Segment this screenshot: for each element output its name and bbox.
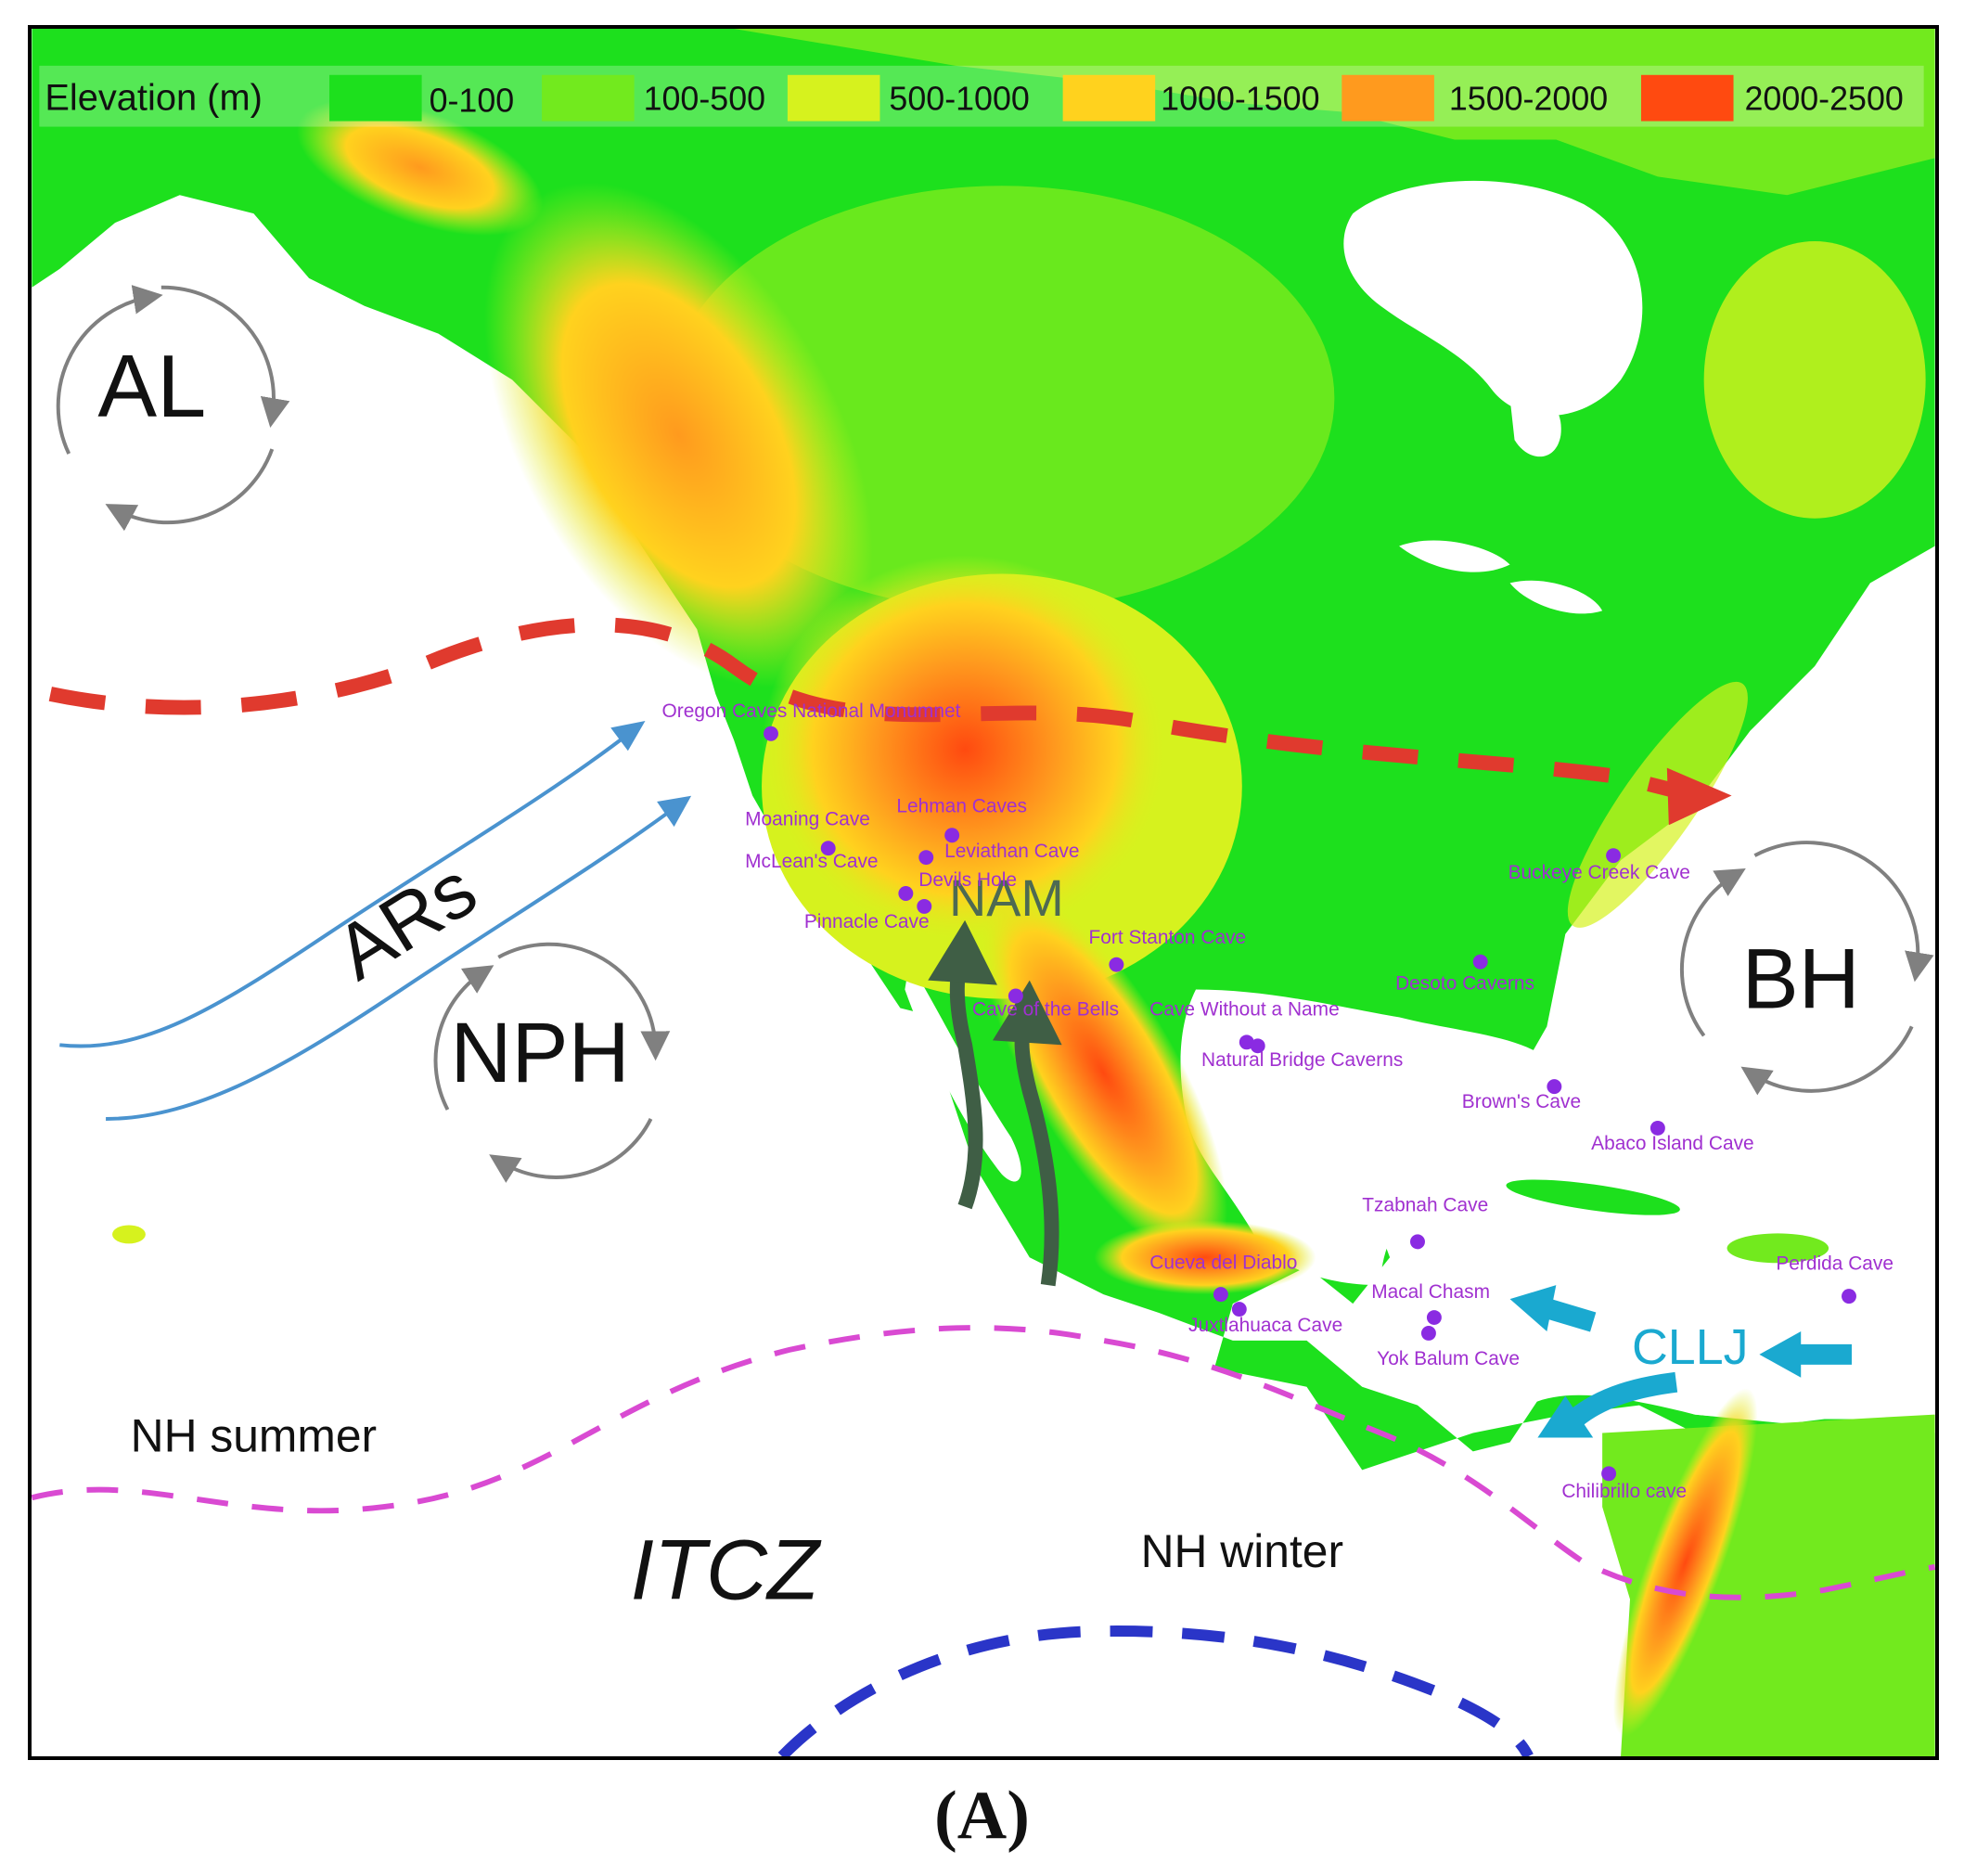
- itcz-winter-line: [777, 1625, 1534, 1756]
- cave-dot: [918, 850, 934, 866]
- circulation-al: AL: [56, 285, 290, 532]
- cave-dot: [1547, 1079, 1562, 1095]
- cave-dot: [1606, 848, 1622, 864]
- james-bay: [1509, 391, 1561, 457]
- jet-stream: [48, 617, 1732, 826]
- cave-label: Tzabnah Cave: [1362, 1195, 1488, 1216]
- cave-label: Fort Stanton Cave: [1089, 927, 1247, 948]
- alaska-range: [297, 98, 544, 237]
- cave-label: Devils Hole: [918, 869, 1017, 891]
- hawaii: [112, 1225, 146, 1244]
- map-frame: Elevation (m) 0-100 100-500 500-1000 100…: [28, 25, 1939, 1760]
- cuba: [1506, 1179, 1680, 1215]
- cave-label: Chilibrillo cave: [1561, 1481, 1687, 1502]
- cave-dot: [917, 898, 932, 914]
- great-lakes: [1399, 540, 1603, 614]
- itcz-summer-line: [32, 1325, 1935, 1600]
- cave-dot: [1250, 1038, 1265, 1054]
- hudson-bay: [1343, 180, 1643, 417]
- nam-arrows: NAM: [928, 869, 1064, 1287]
- cave-label: Brown's Cave: [1462, 1091, 1581, 1112]
- appalachians: [1567, 681, 1748, 928]
- legend-label-0: 0-100: [430, 83, 515, 120]
- cave-sites: Oregon Caves National Monumnet Moaning C…: [661, 700, 1893, 1502]
- greenland-and-arctic: [734, 29, 1935, 196]
- cllj-arrows: CLLJ: [1509, 1285, 1852, 1438]
- cave-dot: [1213, 1287, 1228, 1303]
- cave-dot: [1109, 957, 1124, 972]
- legend-swatch-1: [542, 74, 635, 122]
- cave-label: McLean's Cave: [745, 851, 878, 872]
- cave-dot: [1410, 1234, 1425, 1250]
- legend-swatch-5: [1640, 74, 1734, 122]
- bh-label: BH: [1742, 932, 1860, 1026]
- legend-swatch-2: [787, 74, 880, 122]
- cave-dot: [1231, 1302, 1247, 1317]
- gulf-of-mexico: [1180, 989, 1566, 1286]
- cave-dot: [1842, 1289, 1856, 1304]
- northern-rockies: [484, 182, 873, 688]
- circulation-nph: NPH: [433, 942, 671, 1183]
- cave-dot: [1420, 1325, 1436, 1341]
- cave-dot: [1472, 954, 1488, 970]
- elevation-overlay: [297, 98, 1926, 1737]
- cave-label: Macal Chasm: [1371, 1281, 1490, 1303]
- cave-label: Lehman Caves: [896, 795, 1027, 816]
- legend-label-5: 2000-2500: [1744, 81, 1903, 118]
- cave-label: Buckeye Creek Cave: [1508, 862, 1690, 883]
- climate-map: Elevation (m) 0-100 100-500 500-1000 100…: [32, 29, 1935, 1756]
- legend-label-4: 1500-2000: [1449, 81, 1608, 118]
- cllj-label: CLLJ: [1632, 1319, 1748, 1375]
- legend-title: Elevation (m): [45, 78, 263, 119]
- ars-label: ARs: [320, 844, 491, 996]
- cave-label: Cave Without a Name: [1149, 998, 1340, 1020]
- cave-label: Pinnacle Cave: [804, 911, 930, 932]
- cave-label: Yok Balum Cave: [1377, 1348, 1520, 1369]
- nh-winter-label: NH winter: [1141, 1525, 1343, 1577]
- andes: [1613, 1388, 1758, 1737]
- legend-label-2: 500-1000: [889, 81, 1029, 118]
- cave-dot: [944, 828, 960, 843]
- sierra-madre: [979, 884, 1228, 1261]
- legend-swatch-4: [1341, 74, 1434, 122]
- hispaniola: [1727, 1233, 1829, 1264]
- cave-label: Juxtlahuaca Cave: [1188, 1315, 1342, 1336]
- cave-dot: [898, 886, 914, 901]
- cave-label: Oregon Caves National Monumnet: [661, 700, 960, 722]
- cave-label: Abaco Island Cave: [1591, 1133, 1754, 1154]
- cave-dot: [1601, 1466, 1617, 1482]
- cave-dot: [820, 841, 836, 856]
- mexican-plateau: [1094, 1220, 1316, 1295]
- cave-dot: [764, 726, 778, 741]
- labrador-upland: [1703, 241, 1926, 519]
- nam-label: NAM: [949, 869, 1064, 927]
- legend-label-3: 1000-1500: [1161, 81, 1319, 118]
- elevation-legend: Elevation (m) 0-100 100-500 500-1000 100…: [39, 65, 1924, 127]
- legend-label-1: 100-500: [644, 81, 765, 118]
- circulation-bh: BH: [1680, 841, 1934, 1096]
- al-label: AL: [97, 337, 206, 436]
- itcz-label: ITCZ: [630, 1523, 822, 1618]
- cave-label: Cueva del Diablo: [1149, 1252, 1297, 1273]
- cave-label: Leviathan Cave: [944, 841, 1079, 862]
- cave-dot: [1426, 1310, 1442, 1325]
- southern-rockies: [762, 555, 1169, 944]
- nh-summer-label: NH summer: [131, 1409, 377, 1461]
- cave-label: Moaning Cave: [745, 808, 870, 829]
- panel-label: (A): [934, 1778, 1030, 1854]
- cave-dot: [1650, 1120, 1665, 1136]
- cave-label: Desoto Caverns: [1395, 973, 1534, 995]
- nph-label: NPH: [450, 1006, 629, 1100]
- cave-label: Perdida Cave: [1776, 1253, 1893, 1274]
- legend-swatch-3: [1062, 74, 1156, 122]
- legend-swatch-0: [329, 74, 422, 122]
- cave-dot: [1008, 988, 1023, 1004]
- cave-label: Cave of the Bells: [972, 998, 1119, 1020]
- cave-label: Natural Bridge Caverns: [1201, 1049, 1403, 1071]
